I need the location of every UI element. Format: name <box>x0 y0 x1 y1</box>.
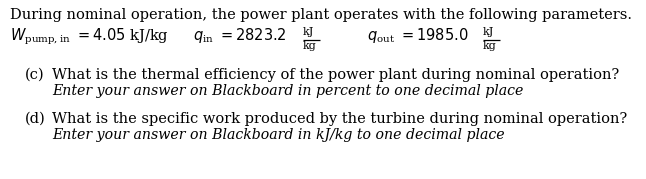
Text: (c): (c) <box>25 68 45 82</box>
Text: $q_{\mathregular{out}}$$\ = 1985.0$: $q_{\mathregular{out}}$$\ = 1985.0$ <box>367 26 468 45</box>
Text: kg: kg <box>303 41 317 51</box>
Text: During nominal operation, the power plant operates with the following parameters: During nominal operation, the power plan… <box>10 8 632 22</box>
Text: kJ: kJ <box>483 27 494 37</box>
Text: What is the specific work produced by the turbine during nominal operation?: What is the specific work produced by th… <box>52 112 627 126</box>
Text: kg: kg <box>483 41 497 51</box>
Text: What is the thermal efficiency of the power plant during nominal operation?: What is the thermal efficiency of the po… <box>52 68 620 82</box>
Text: Enter your answer on Blackboard in kJ/kg to one decimal place: Enter your answer on Blackboard in kJ/kg… <box>52 128 505 142</box>
Text: kJ: kJ <box>303 27 315 37</box>
Text: (d): (d) <box>25 112 46 126</box>
Text: $q_{\mathregular{in}}$$\ = 2823.2$: $q_{\mathregular{in}}$$\ = 2823.2$ <box>193 26 286 45</box>
Text: Enter your answer on Blackboard in percent to one decimal place: Enter your answer on Blackboard in perce… <box>52 84 523 98</box>
Text: $W_{\mathregular{pump,in}}$$\ = 4.05\ \mathregular{kJ/kg}$: $W_{\mathregular{pump,in}}$$\ = 4.05\ \m… <box>10 26 169 47</box>
